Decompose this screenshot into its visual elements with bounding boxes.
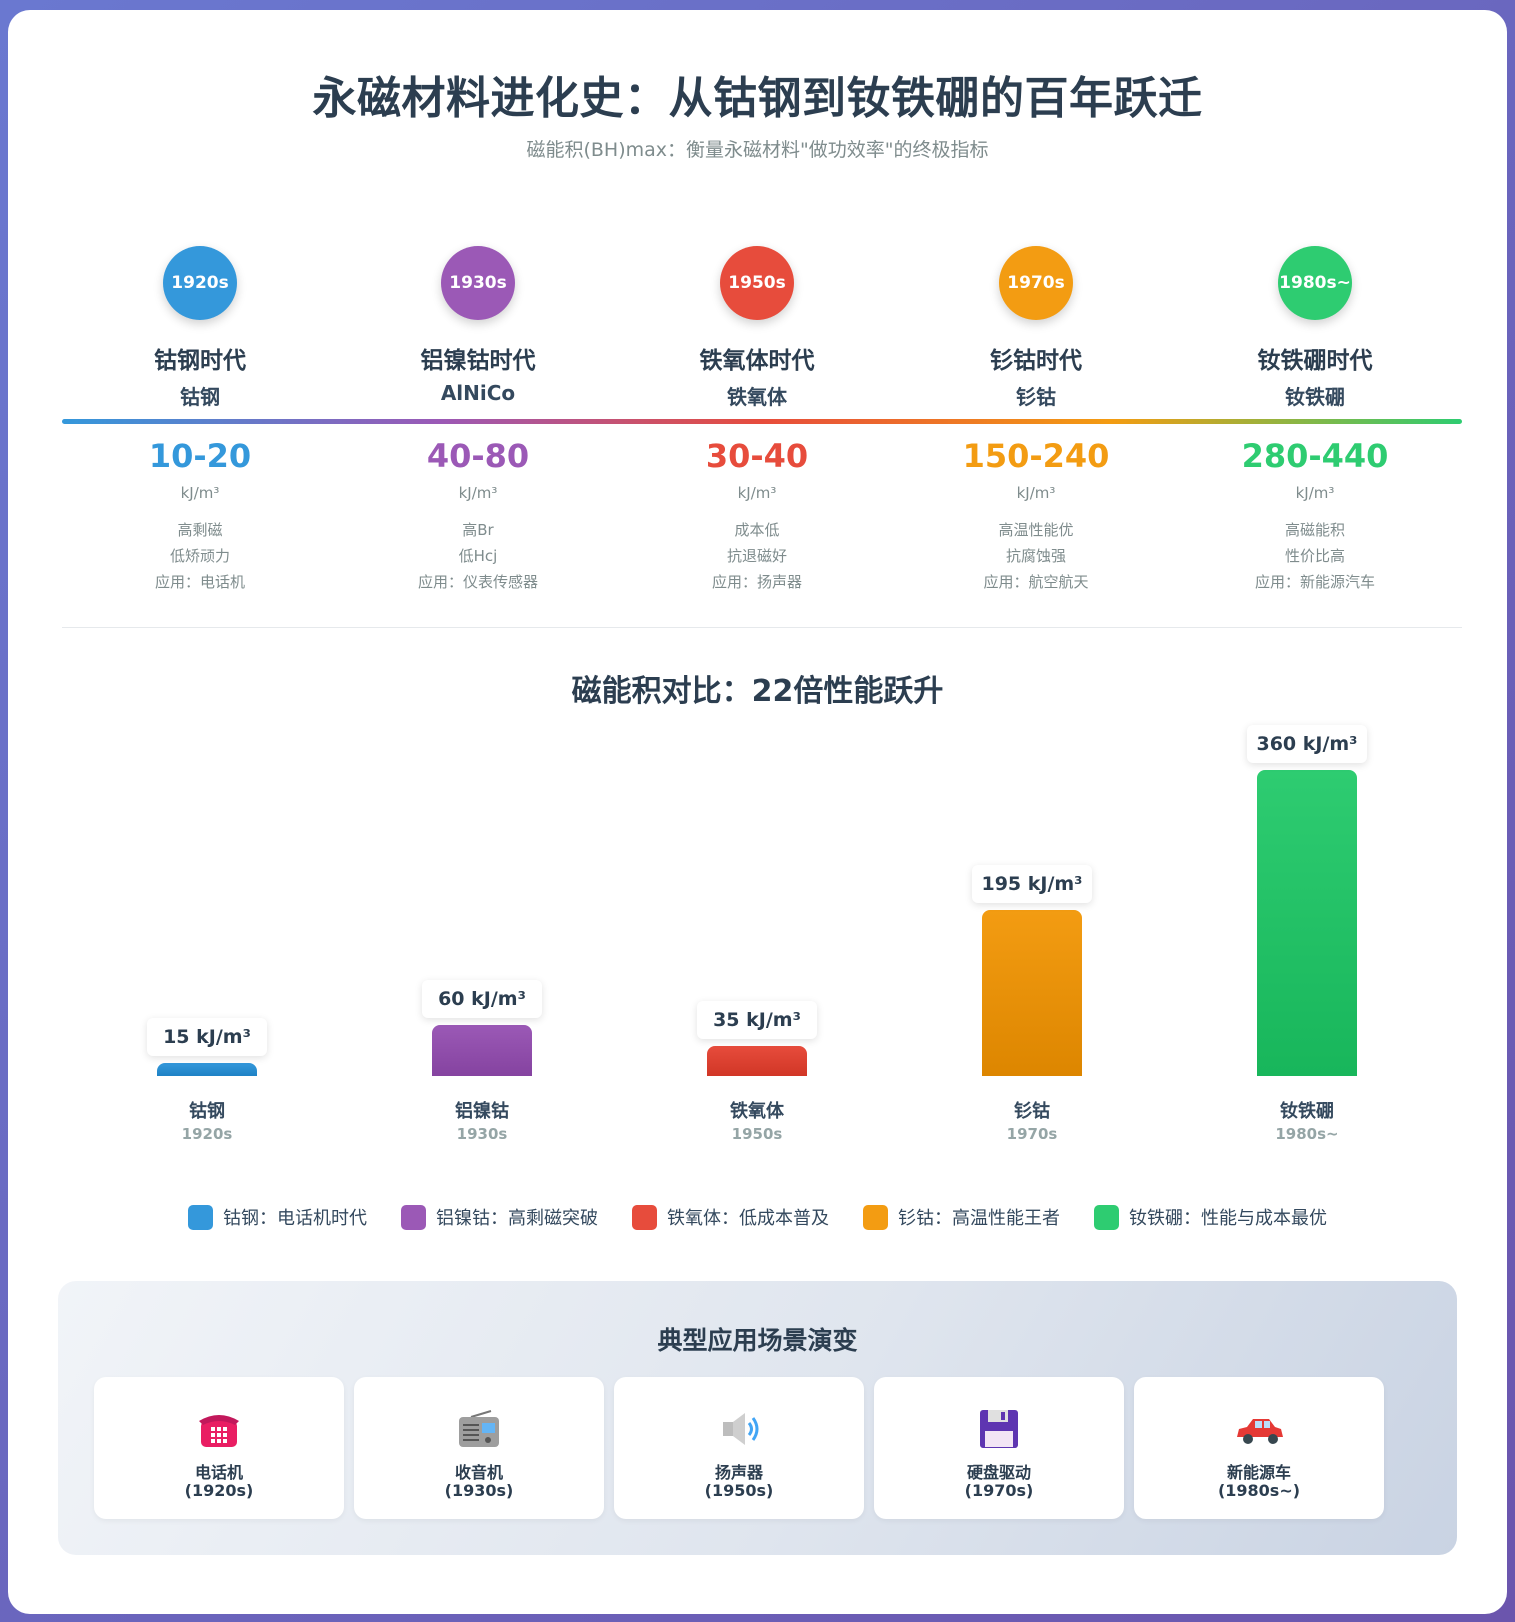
application-card: 扬声器 (1950s) — [614, 1377, 864, 1519]
chart-legend: 钴钢：电话机时代 铝镍钴：高剩磁突破 铁氧体：低成本普及 钐钴：高温性能王者 钕铁硼：性… — [0, 1204, 1515, 1230]
timeline-material: 钴钢 — [180, 385, 220, 409]
timeline-feature: 抗退磁好 — [726, 547, 787, 565]
application-year: (1980s~) — [1217, 1481, 1301, 1500]
chart-title: 磁能积对比：22倍性能跃升 — [571, 674, 944, 709]
telephone-icon — [189, 1407, 249, 1451]
application-name: 扬声器 — [714, 1463, 763, 1482]
timeline-feature: 成本低 — [734, 521, 780, 539]
car-icon — [1229, 1407, 1289, 1451]
legend-swatch — [632, 1204, 657, 1230]
timeline-year-badge: 1920s — [163, 246, 237, 320]
timeline-era: 钴钢时代 — [154, 348, 246, 374]
applications-panel: 典型应用场景演变 电话机 (1920s) 收音机 (1930s) 扬声器 (1950s) 硬… — [58, 1281, 1457, 1555]
bar-1[interactable] — [157, 1063, 257, 1076]
legend-item: 铁氧体：低成本普及 — [632, 1204, 829, 1230]
bar-value-label: 35 kJ/m³ — [697, 1001, 817, 1040]
legend-label: 钕铁硼：性能与成本最优 — [1129, 1208, 1327, 1229]
timeline-unit: kJ/m³ — [1016, 484, 1056, 502]
legend-label: 钐钴：高温性能王者 — [898, 1208, 1060, 1229]
legend-swatch — [1094, 1204, 1119, 1230]
bar-4[interactable] — [982, 910, 1082, 1076]
section-divider — [62, 627, 1462, 628]
timeline-feature: 抗腐蚀强 — [1005, 547, 1066, 565]
page-subtitle: 磁能积(BH)max：衡量永磁材料"做功效率"的终极指标 — [526, 139, 989, 161]
application-name: 硬盘驱动 — [966, 1463, 1031, 1482]
applications-title: 典型应用场景演变 — [657, 1326, 858, 1355]
timeline-year-badge: 1980s~ — [1278, 246, 1352, 320]
legend-swatch — [188, 1204, 213, 1230]
timeline-unit: kJ/m³ — [1295, 484, 1335, 502]
bar-value-label: 195 kJ/m³ — [972, 865, 1092, 904]
timeline-line — [62, 419, 1462, 424]
timeline-feature: 低Hcj — [458, 547, 498, 565]
timeline-era: 钕铁硼时代 — [1257, 348, 1373, 374]
floppy-disk-icon — [969, 1407, 1029, 1451]
application-card: 收音机 (1930s) — [354, 1377, 604, 1519]
application-name: 新能源车 — [1226, 1463, 1291, 1482]
timeline-material: 钐钴 — [1016, 385, 1056, 409]
application-name: 电话机 — [194, 1463, 243, 1482]
timeline-unit: kJ/m³ — [180, 484, 220, 502]
timeline-material: 铁氧体 — [727, 385, 787, 409]
legend-item: 钐钴：高温性能王者 — [863, 1204, 1060, 1230]
bar-2[interactable] — [432, 1025, 532, 1076]
application-card: 新能源车 (1980s~) — [1134, 1377, 1384, 1519]
timeline-era: 铁氧体时代 — [699, 348, 815, 374]
timeline-feature: 高剩磁 — [177, 521, 223, 539]
bar-5[interactable] — [1257, 770, 1357, 1076]
legend-item: 铝镍钴：高剩磁突破 — [401, 1204, 598, 1230]
legend-label: 铁氧体：低成本普及 — [667, 1208, 829, 1229]
application-card: 硬盘驱动 (1970s) — [874, 1377, 1124, 1519]
application-card: 电话机 (1920s) — [94, 1377, 344, 1519]
timeline-year-badge: 1930s — [441, 246, 515, 320]
application-year: (1970s) — [964, 1481, 1034, 1500]
timeline-unit: kJ/m³ — [737, 484, 777, 502]
timeline-feature: 高Br — [462, 521, 494, 539]
timeline-range: 10-20 — [148, 437, 252, 475]
legend-item: 钴钢：电话机时代 — [188, 1204, 367, 1230]
timeline-feature: 高磁能积 — [1284, 521, 1345, 539]
legend-item: 钕铁硼：性能与成本最优 — [1094, 1204, 1327, 1230]
timeline-year-badge: 1970s — [999, 246, 1073, 320]
speaker-icon — [709, 1407, 769, 1451]
legend-label: 钴钢：电话机时代 — [223, 1208, 367, 1229]
timeline-range: 280-440 — [1241, 437, 1389, 475]
timeline-range: 40-80 — [426, 437, 530, 475]
timeline-range: 30-40 — [705, 437, 809, 475]
timeline-feature: 应用：电话机 — [154, 573, 245, 591]
timeline-material: 钕铁硼 — [1285, 385, 1345, 409]
application-year: (1950s) — [704, 1481, 774, 1500]
timeline-feature: 高温性能优 — [998, 521, 1074, 539]
radio-icon — [449, 1407, 509, 1451]
legend-label: 铝镍钴：高剩磁突破 — [436, 1208, 598, 1229]
timeline-feature: 应用：扬声器 — [711, 573, 802, 591]
legend-swatch — [863, 1204, 888, 1230]
timeline-feature: 性价比高 — [1284, 547, 1345, 565]
application-year: (1920s) — [184, 1481, 254, 1500]
timeline-year-badge: 1950s — [720, 246, 794, 320]
bar-value-label: 60 kJ/m³ — [422, 980, 542, 1018]
timeline-era: 钐钴时代 — [990, 348, 1082, 374]
application-year: (1930s) — [444, 1481, 514, 1500]
bar-value-label: 360 kJ/m³ — [1247, 725, 1367, 763]
bar-value-label: 15 kJ/m³ — [147, 1018, 267, 1057]
timeline-material: AlNiCo — [440, 381, 516, 405]
timeline-feature: 低矫顽力 — [169, 547, 230, 565]
timeline-era: 铝镍钴时代 — [420, 348, 536, 374]
bar-3[interactable] — [707, 1046, 807, 1076]
timeline-range: 150-240 — [962, 437, 1110, 475]
legend-swatch — [401, 1204, 426, 1230]
timeline-feature: 应用：新能源汽车 — [1254, 573, 1375, 591]
page-title: 永磁材料进化史：从钴钢到钕铁硼的百年跃迁 — [312, 73, 1203, 124]
timeline-unit: kJ/m³ — [458, 484, 498, 502]
timeline-feature: 应用：航空航天 — [983, 573, 1089, 591]
timeline-feature: 应用：仪表传感器 — [417, 573, 538, 591]
application-name: 收音机 — [454, 1463, 503, 1482]
